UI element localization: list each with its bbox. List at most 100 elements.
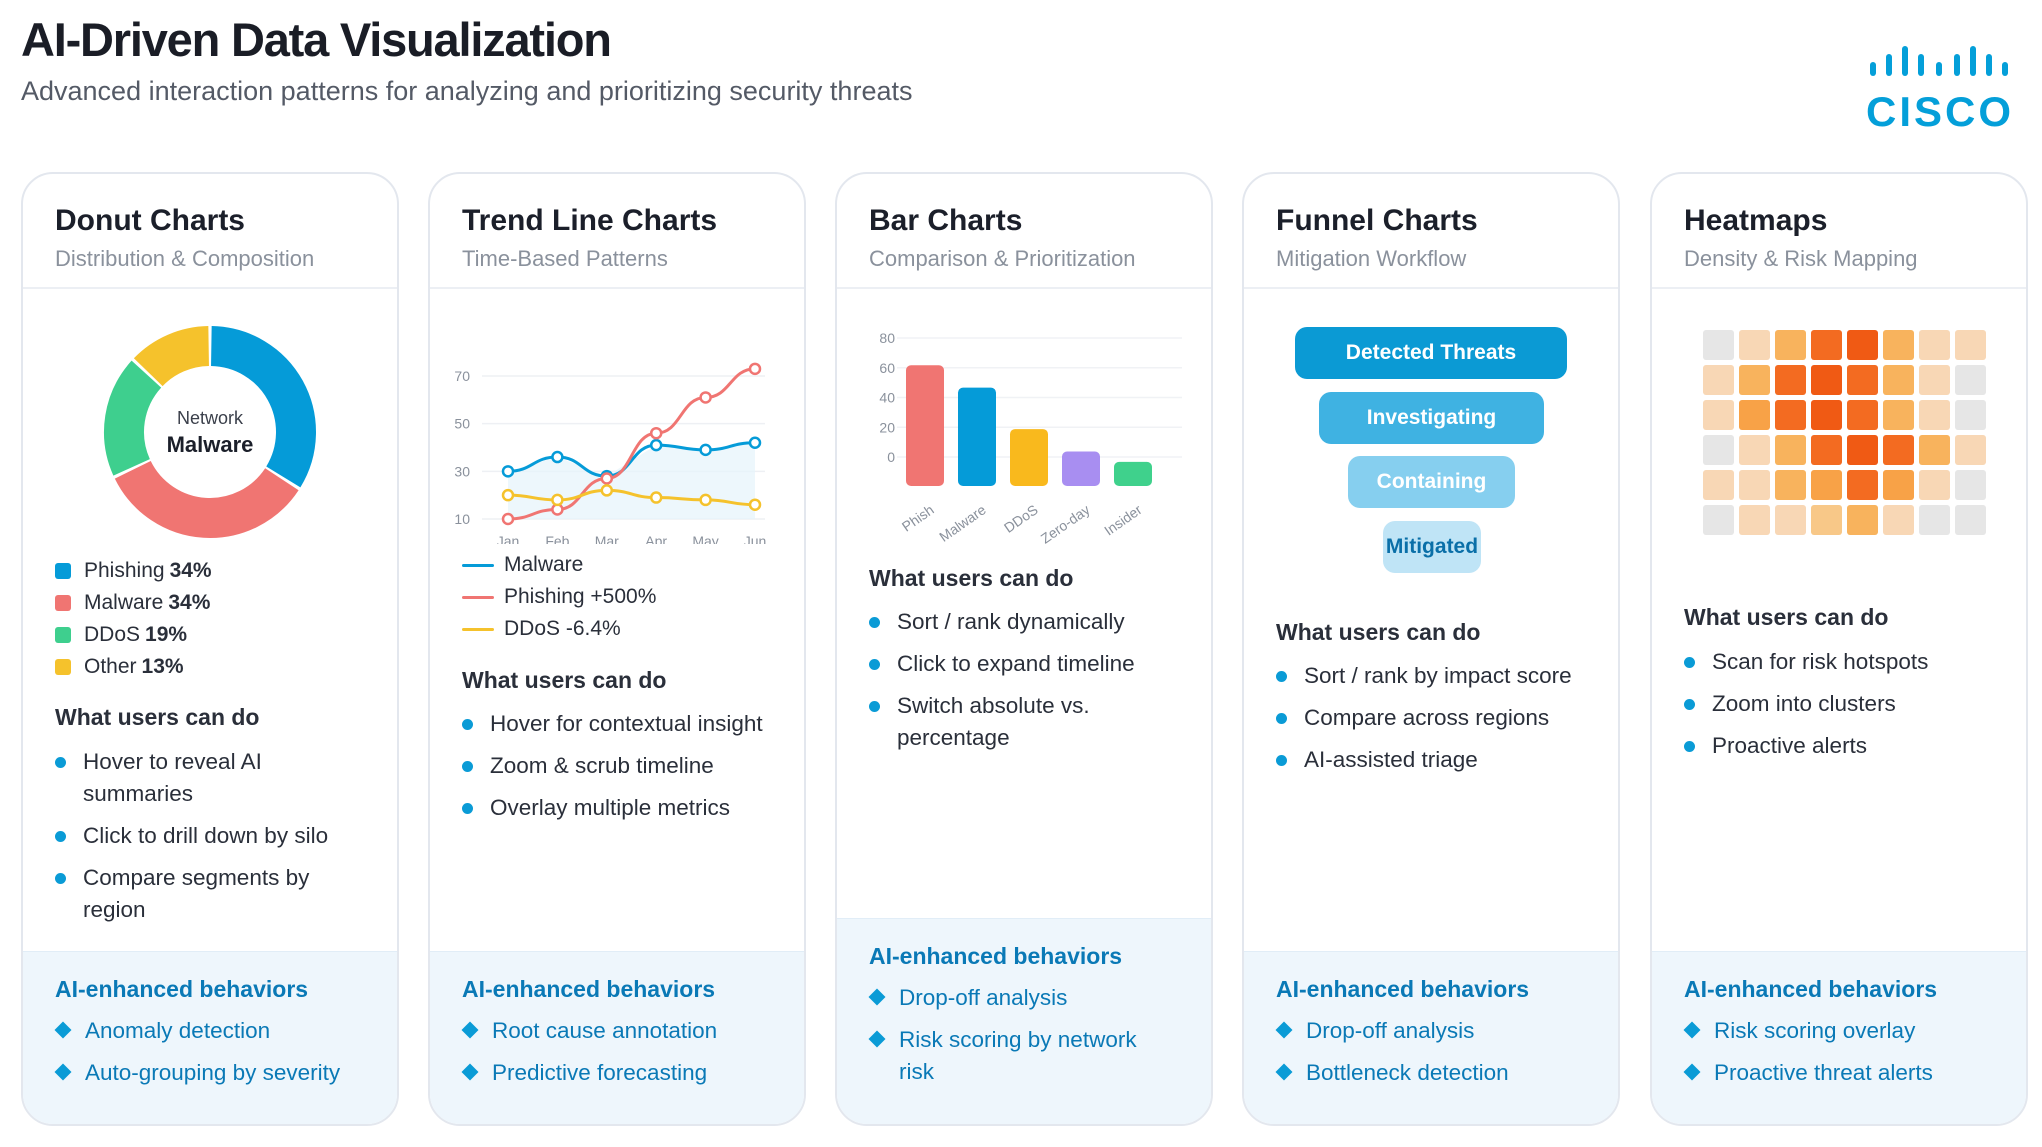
series-point[interactable] bbox=[748, 362, 762, 376]
donut-slice-phishing[interactable] bbox=[210, 326, 316, 488]
donut-slice-malware[interactable] bbox=[114, 460, 299, 538]
funnel-step-containing[interactable]: Containing bbox=[1348, 456, 1515, 508]
heatmap-cell[interactable] bbox=[1883, 505, 1914, 535]
heatmap-cell[interactable] bbox=[1955, 400, 1986, 430]
legend-item-ddos: DDoS 19% bbox=[55, 619, 212, 651]
heatmap-cell[interactable] bbox=[1919, 505, 1950, 535]
heatmap-cell[interactable] bbox=[1811, 435, 1842, 465]
heatmap-cell[interactable] bbox=[1739, 505, 1770, 535]
heatmap-cell[interactable] bbox=[1955, 505, 1986, 535]
heatmap-cell[interactable] bbox=[1775, 330, 1806, 360]
donut-slice-ddos[interactable] bbox=[104, 360, 162, 476]
series-point[interactable] bbox=[501, 488, 515, 502]
series-point[interactable] bbox=[699, 443, 712, 457]
series-point[interactable] bbox=[501, 465, 515, 478]
heatmap-cell[interactable] bbox=[1703, 470, 1734, 500]
funnel-step-investigating[interactable]: Investigating bbox=[1319, 392, 1544, 444]
card-bar-charts: Bar Charts Comparison & Prioritization 0… bbox=[835, 172, 1213, 1126]
heatmap-grid[interactable] bbox=[1703, 330, 1986, 535]
y-tick-label: 80 bbox=[879, 330, 895, 346]
heatmap-cell[interactable] bbox=[1847, 365, 1878, 395]
donut-chart[interactable]: Network Malware bbox=[23, 314, 397, 554]
bar-phish[interactable] bbox=[906, 365, 944, 486]
bar-insider[interactable] bbox=[1114, 461, 1152, 486]
heatmap-cell[interactable] bbox=[1703, 400, 1734, 430]
heatmap-cell[interactable] bbox=[1739, 400, 1770, 430]
heatmap-cell[interactable] bbox=[1955, 435, 1986, 465]
bar-malware[interactable] bbox=[958, 387, 996, 486]
heatmap-cell[interactable] bbox=[1703, 505, 1734, 535]
heatmap-cell[interactable] bbox=[1775, 435, 1806, 465]
trend-line-chart[interactable]: 10 30 50 70 Jan Feb Mar Apr May Jun bbox=[430, 324, 804, 544]
series-point[interactable] bbox=[600, 472, 614, 485]
funnel-step-mitigated[interactable]: Mitigated bbox=[1383, 521, 1481, 573]
section-title: What users can do bbox=[869, 565, 1074, 591]
series-point[interactable] bbox=[551, 493, 564, 507]
series-point[interactable] bbox=[699, 493, 712, 507]
heatmap-cell[interactable] bbox=[1883, 400, 1914, 430]
list-item: Compare across regions bbox=[1276, 702, 1586, 734]
legend-swatch bbox=[55, 627, 71, 643]
heatmap-cell[interactable] bbox=[1739, 435, 1770, 465]
heatmap-cell[interactable] bbox=[1775, 365, 1806, 395]
heatmap-cell[interactable] bbox=[1703, 365, 1734, 395]
heatmap-cell[interactable] bbox=[1811, 365, 1842, 395]
card-header: Donut Charts Distribution & Composition bbox=[23, 174, 397, 289]
heatmap-cell[interactable] bbox=[1847, 470, 1878, 500]
donut-slice-other[interactable] bbox=[133, 326, 210, 387]
heatmap-cell[interactable] bbox=[1919, 365, 1950, 395]
heatmap-cell[interactable] bbox=[1919, 400, 1950, 430]
page-subtitle: Advanced interaction patterns for analyz… bbox=[21, 76, 913, 106]
heatmap-cell[interactable] bbox=[1955, 330, 1986, 360]
heatmap-cell[interactable] bbox=[1847, 505, 1878, 535]
heatmap-cell[interactable] bbox=[1739, 470, 1770, 500]
action-list: Hover to reveal AI summaries Click to dr… bbox=[55, 746, 365, 936]
ai-item: Predictive forecasting bbox=[462, 1057, 804, 1089]
cisco-logo: CISCO bbox=[1866, 44, 2012, 135]
card-title: Heatmaps bbox=[1684, 204, 1828, 237]
heatmap-cell[interactable] bbox=[1883, 330, 1914, 360]
heatmap-cell[interactable] bbox=[1775, 470, 1806, 500]
donut-center-line1: Network bbox=[177, 408, 244, 428]
series-point[interactable] bbox=[649, 438, 663, 452]
series-point[interactable] bbox=[748, 498, 762, 511]
heatmap-cell[interactable] bbox=[1847, 435, 1878, 465]
y-tick-label: 50 bbox=[454, 416, 470, 432]
heatmap-cell[interactable] bbox=[1703, 330, 1734, 360]
heatmap-cell[interactable] bbox=[1811, 505, 1842, 535]
series-point[interactable] bbox=[699, 391, 712, 404]
heatmap-cell[interactable] bbox=[1811, 470, 1842, 500]
heatmap-cell[interactable] bbox=[1811, 330, 1842, 360]
series-point[interactable] bbox=[501, 512, 515, 526]
bar-ddos[interactable] bbox=[1010, 429, 1048, 486]
series-point[interactable] bbox=[649, 491, 663, 504]
series-point[interactable] bbox=[649, 426, 663, 440]
x-tick-label: Zero-day bbox=[1038, 501, 1093, 546]
series-point[interactable] bbox=[600, 484, 614, 497]
heatmap-cell[interactable] bbox=[1883, 365, 1914, 395]
list-item: Zoom into clusters bbox=[1684, 688, 1994, 720]
heatmap-cell[interactable] bbox=[1775, 400, 1806, 430]
legend-item-phishing: Phishing +500% bbox=[462, 581, 656, 613]
heatmap-cell[interactable] bbox=[1919, 470, 1950, 500]
donut-legend: Phishing 34% Malware 34% DDoS 19% Other 13% bbox=[55, 555, 212, 683]
heatmap-cell[interactable] bbox=[1883, 470, 1914, 500]
ai-title: AI-enhanced behaviors bbox=[55, 976, 309, 1002]
heatmap-cell[interactable] bbox=[1919, 330, 1950, 360]
heatmap-cell[interactable] bbox=[1739, 330, 1770, 360]
bar-zero-day[interactable] bbox=[1062, 451, 1100, 487]
heatmap-cell[interactable] bbox=[1739, 365, 1770, 395]
series-point[interactable] bbox=[748, 436, 762, 449]
heatmap-cell[interactable] bbox=[1775, 505, 1806, 535]
heatmap-cell[interactable] bbox=[1955, 365, 1986, 395]
heatmap-cell[interactable] bbox=[1883, 435, 1914, 465]
heatmap-cell[interactable] bbox=[1919, 435, 1950, 465]
heatmap-cell[interactable] bbox=[1847, 400, 1878, 430]
funnel-step-detected[interactable]: Detected Threats bbox=[1295, 327, 1567, 379]
heatmap-cell[interactable] bbox=[1847, 330, 1878, 360]
heatmap-cell[interactable] bbox=[1811, 400, 1842, 430]
series-point[interactable] bbox=[551, 450, 564, 464]
heatmap-cell[interactable] bbox=[1703, 435, 1734, 465]
heatmap-cell[interactable] bbox=[1955, 470, 1986, 500]
